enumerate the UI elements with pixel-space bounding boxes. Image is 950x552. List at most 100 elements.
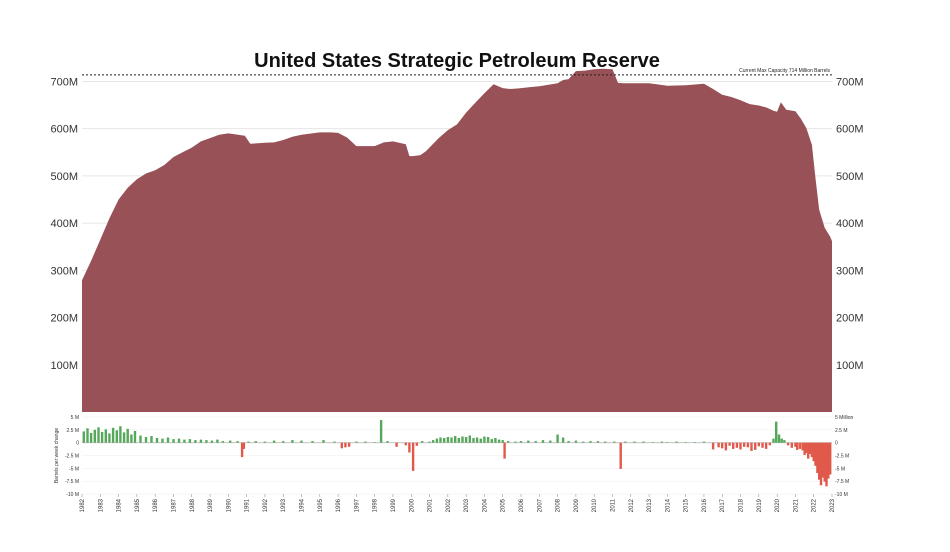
weekly-change-bar <box>282 441 285 443</box>
weekly-change-bar <box>472 438 475 443</box>
weekly-change-bar <box>501 440 504 443</box>
weekly-change-bar <box>386 441 389 443</box>
weekly-change-bar <box>519 441 523 443</box>
x-tick-label: 2011 <box>610 498 616 512</box>
weekly-change-bar <box>439 437 442 443</box>
weekly-change-bar <box>210 440 214 443</box>
weekly-change-bar <box>108 433 111 443</box>
x-tick-label: 2016 <box>702 498 708 512</box>
x-tick-label: 1983 <box>98 498 104 512</box>
weekly-change-bar <box>139 435 142 443</box>
sub-y-tick-label-right: -2.5 M <box>835 454 849 460</box>
weekly-change-bar <box>534 441 537 443</box>
weekly-change-bar <box>743 442 746 447</box>
x-tick-label: 2005 <box>501 498 507 512</box>
weekly-change-bar <box>166 437 170 443</box>
weekly-change-bar <box>82 431 85 443</box>
x-tick-label: 2015 <box>684 498 690 512</box>
x-tick-label: 2023 <box>830 498 836 512</box>
weekly-change-bar <box>805 442 808 453</box>
y-tick-label-right: 500M <box>836 171 864 183</box>
weekly-change-bar <box>104 429 107 443</box>
weekly-change-bar <box>130 434 133 443</box>
weekly-change-bar <box>675 441 678 443</box>
weekly-change-bar <box>651 442 654 443</box>
weekly-change-bar <box>93 429 96 443</box>
weekly-change-bar <box>619 442 622 469</box>
x-tick-label: 1998 <box>373 498 379 512</box>
weekly-change-bar <box>739 442 742 450</box>
x-tick-label: 1999 <box>391 498 397 512</box>
y-tick-label-left: 500M <box>50 171 78 183</box>
weekly-change-bar <box>435 438 439 443</box>
weekly-change-bar <box>454 436 457 443</box>
weekly-change-bar <box>490 439 493 443</box>
weekly-change-bar <box>589 441 592 443</box>
y-tick-label-right: 700M <box>836 76 864 88</box>
weekly-change-bar <box>735 442 739 448</box>
x-tick-label: 1988 <box>190 498 196 512</box>
y-tick-label-left: 600M <box>50 124 78 136</box>
sub-y-tick-label-right: 5 Million <box>835 415 854 421</box>
weekly-change-bar <box>150 436 153 443</box>
weekly-change-bar <box>642 441 645 443</box>
weekly-change-bar <box>754 442 757 450</box>
x-tick-label: 2019 <box>757 498 763 512</box>
weekly-change-bar <box>479 438 482 443</box>
weekly-change-bar <box>821 442 825 478</box>
x-tick-label: 2003 <box>464 498 470 512</box>
weekly-change-bar <box>829 442 832 475</box>
weekly-change-bar <box>764 442 768 449</box>
x-tick-label: 2022 <box>812 498 818 512</box>
weekly-change-bar <box>188 439 192 443</box>
y-tick-label-left: 400M <box>50 218 78 230</box>
sub-y-axis-right: 5 Million 2.5 M 0 -2.5 M -5 M -7.5 M -10 M <box>835 415 854 498</box>
weekly-change-bar <box>780 438 783 443</box>
x-tick-label: 1992 <box>263 498 269 512</box>
x-tick-label: 1990 <box>226 498 232 512</box>
weekly-change-bar <box>475 437 479 443</box>
y-tick-label-left: 700M <box>50 76 78 88</box>
weekly-change-bar <box>783 440 786 443</box>
sub-y-tick-label-right: -7.5 M <box>835 479 849 485</box>
weekly-change-bar <box>428 441 431 443</box>
weekly-change-bar <box>807 442 810 459</box>
weekly-change-bar <box>812 442 815 462</box>
weekly-change-bar <box>796 442 799 450</box>
weekly-change-bar <box>464 437 468 443</box>
weekly-change-bar <box>818 442 821 480</box>
weekly-change-bar <box>311 441 314 443</box>
weekly-change-bar <box>395 442 398 447</box>
sub-y-tick-label-left: -2.5 M <box>65 454 79 460</box>
weekly-change-bar <box>205 440 208 443</box>
weekly-change-bar <box>750 442 753 451</box>
weekly-change-bar <box>724 442 728 451</box>
weekly-change-bar <box>446 437 450 443</box>
x-tick-label: 1986 <box>153 498 159 512</box>
weekly-change-bar <box>177 438 181 443</box>
weekly-change-bar <box>115 430 118 443</box>
weekly-change-bar <box>728 442 731 446</box>
weekly-change-bar <box>721 442 724 449</box>
x-tick-label: 2000 <box>409 498 415 512</box>
x-tick-label: 2010 <box>592 498 598 512</box>
weekly-change-bar <box>549 440 552 443</box>
x-tick-label: 2008 <box>556 498 562 512</box>
weekly-change-bar <box>263 441 267 443</box>
x-tick-label: 2006 <box>519 498 525 512</box>
x-tick-label: 2001 <box>428 498 434 512</box>
main-area-layer <box>82 68 832 412</box>
sub-y-tick-label-left: -10 M <box>66 492 79 498</box>
x-tick-label: 2009 <box>574 498 580 512</box>
capacity-label: Current Max Capacity 714 Million Barrels <box>739 68 830 74</box>
y-tick-label-right: 400M <box>836 218 864 230</box>
weekly-change-bar <box>155 438 159 443</box>
main-y-axis-right: 700M 600M 500M 400M 300M 200M 100M <box>836 76 864 371</box>
y-tick-label-left: 200M <box>50 313 78 325</box>
x-tick-label: 1985 <box>135 498 141 512</box>
sub-y-tick-label-right: -5 M <box>835 466 845 472</box>
sub-y-tick-label-right: -10 M <box>835 492 848 498</box>
x-tick-label: 2007 <box>537 498 543 512</box>
weekly-change-bar <box>624 441 627 443</box>
